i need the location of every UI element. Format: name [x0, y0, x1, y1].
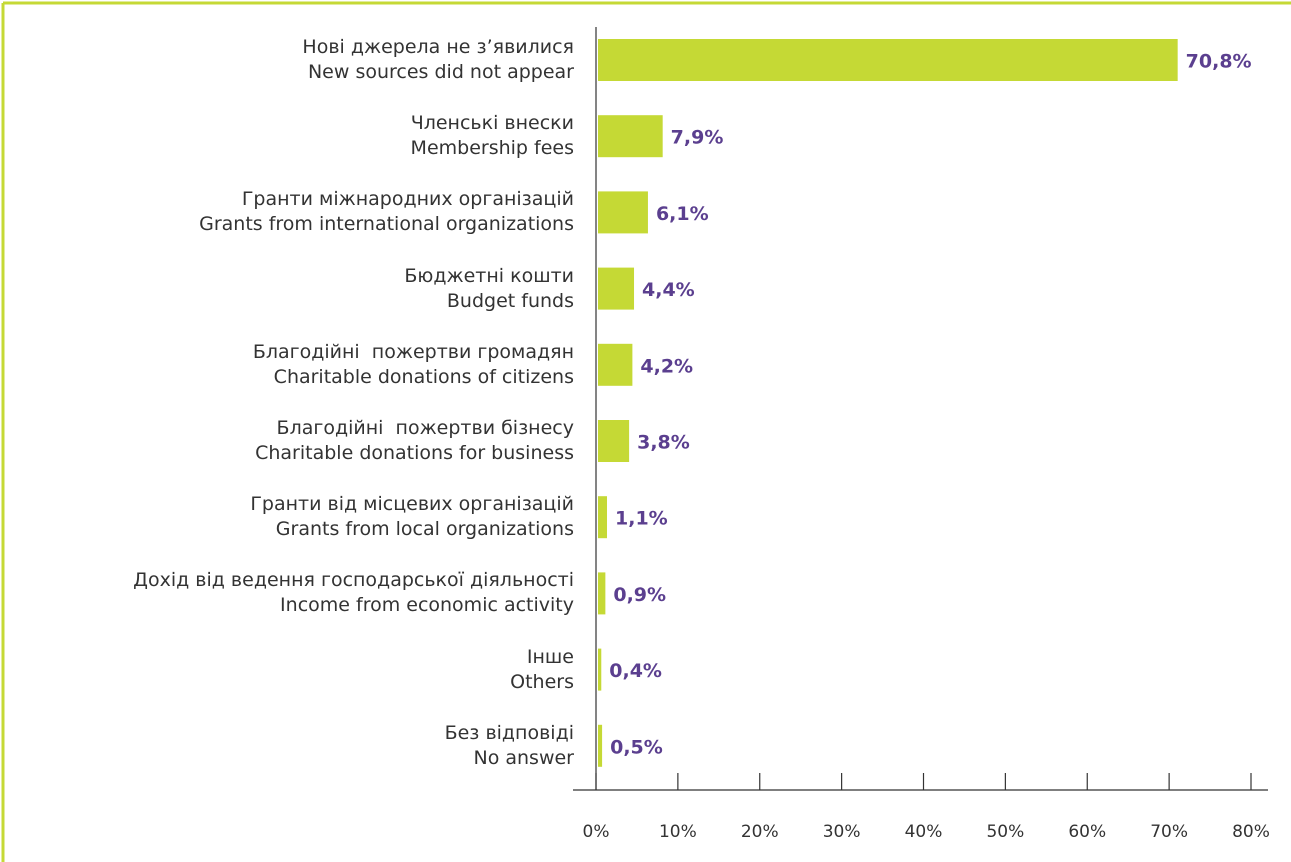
value-label: 6,1%: [656, 203, 709, 225]
category-label: Бюджетні кошти Budget funds: [404, 264, 574, 312]
bar: [598, 572, 606, 615]
bar: [598, 343, 633, 386]
x-tick-label: 60%: [1068, 822, 1106, 842]
value-label: 70,8%: [1186, 51, 1252, 73]
value-label: 1,1%: [615, 508, 668, 530]
bar: [598, 496, 608, 539]
x-tick-label: 50%: [986, 822, 1024, 842]
bar: [598, 115, 663, 158]
x-tick-label: 30%: [823, 822, 861, 842]
category-label: Інше Others: [510, 645, 574, 693]
category-label: Гранти від місцевих організацій Grants f…: [250, 493, 574, 541]
bar: [598, 724, 603, 767]
value-label: 4,4%: [642, 279, 695, 301]
category-label: Членські внески Membership fees: [410, 112, 574, 160]
category-label: Благодійні пожертви бізнесу Charitable d…: [255, 417, 574, 464]
category-label: Гранти міжнародних організацій Grants fr…: [199, 188, 574, 236]
value-label: 7,9%: [671, 127, 724, 149]
category-label: Нові джерела не з’явилися New sources di…: [302, 36, 574, 83]
category-label: Благодійні пожертви громадян Charitable …: [252, 340, 574, 388]
bar: [598, 267, 635, 310]
category-label: Дохід від ведення господарської діяльнос…: [133, 569, 574, 617]
bar: [598, 420, 630, 462]
value-label: 0,5%: [610, 736, 663, 758]
x-tick-label: 40%: [905, 822, 943, 842]
category-label: Без відповіді No answer: [444, 721, 574, 769]
x-tick-label: 20%: [741, 822, 779, 842]
value-label: 0,9%: [613, 584, 666, 606]
bar: [598, 648, 602, 691]
value-label: 0,4%: [609, 660, 662, 682]
value-label: 3,8%: [637, 432, 690, 454]
bar: [598, 191, 648, 234]
x-tick-label: 10%: [659, 822, 697, 842]
bar: [598, 39, 1178, 81]
x-tick-label: 80%: [1232, 822, 1270, 842]
x-tick-label: 70%: [1150, 822, 1188, 842]
value-label: 4,2%: [640, 355, 693, 377]
x-tick-label: 0%: [583, 822, 610, 842]
